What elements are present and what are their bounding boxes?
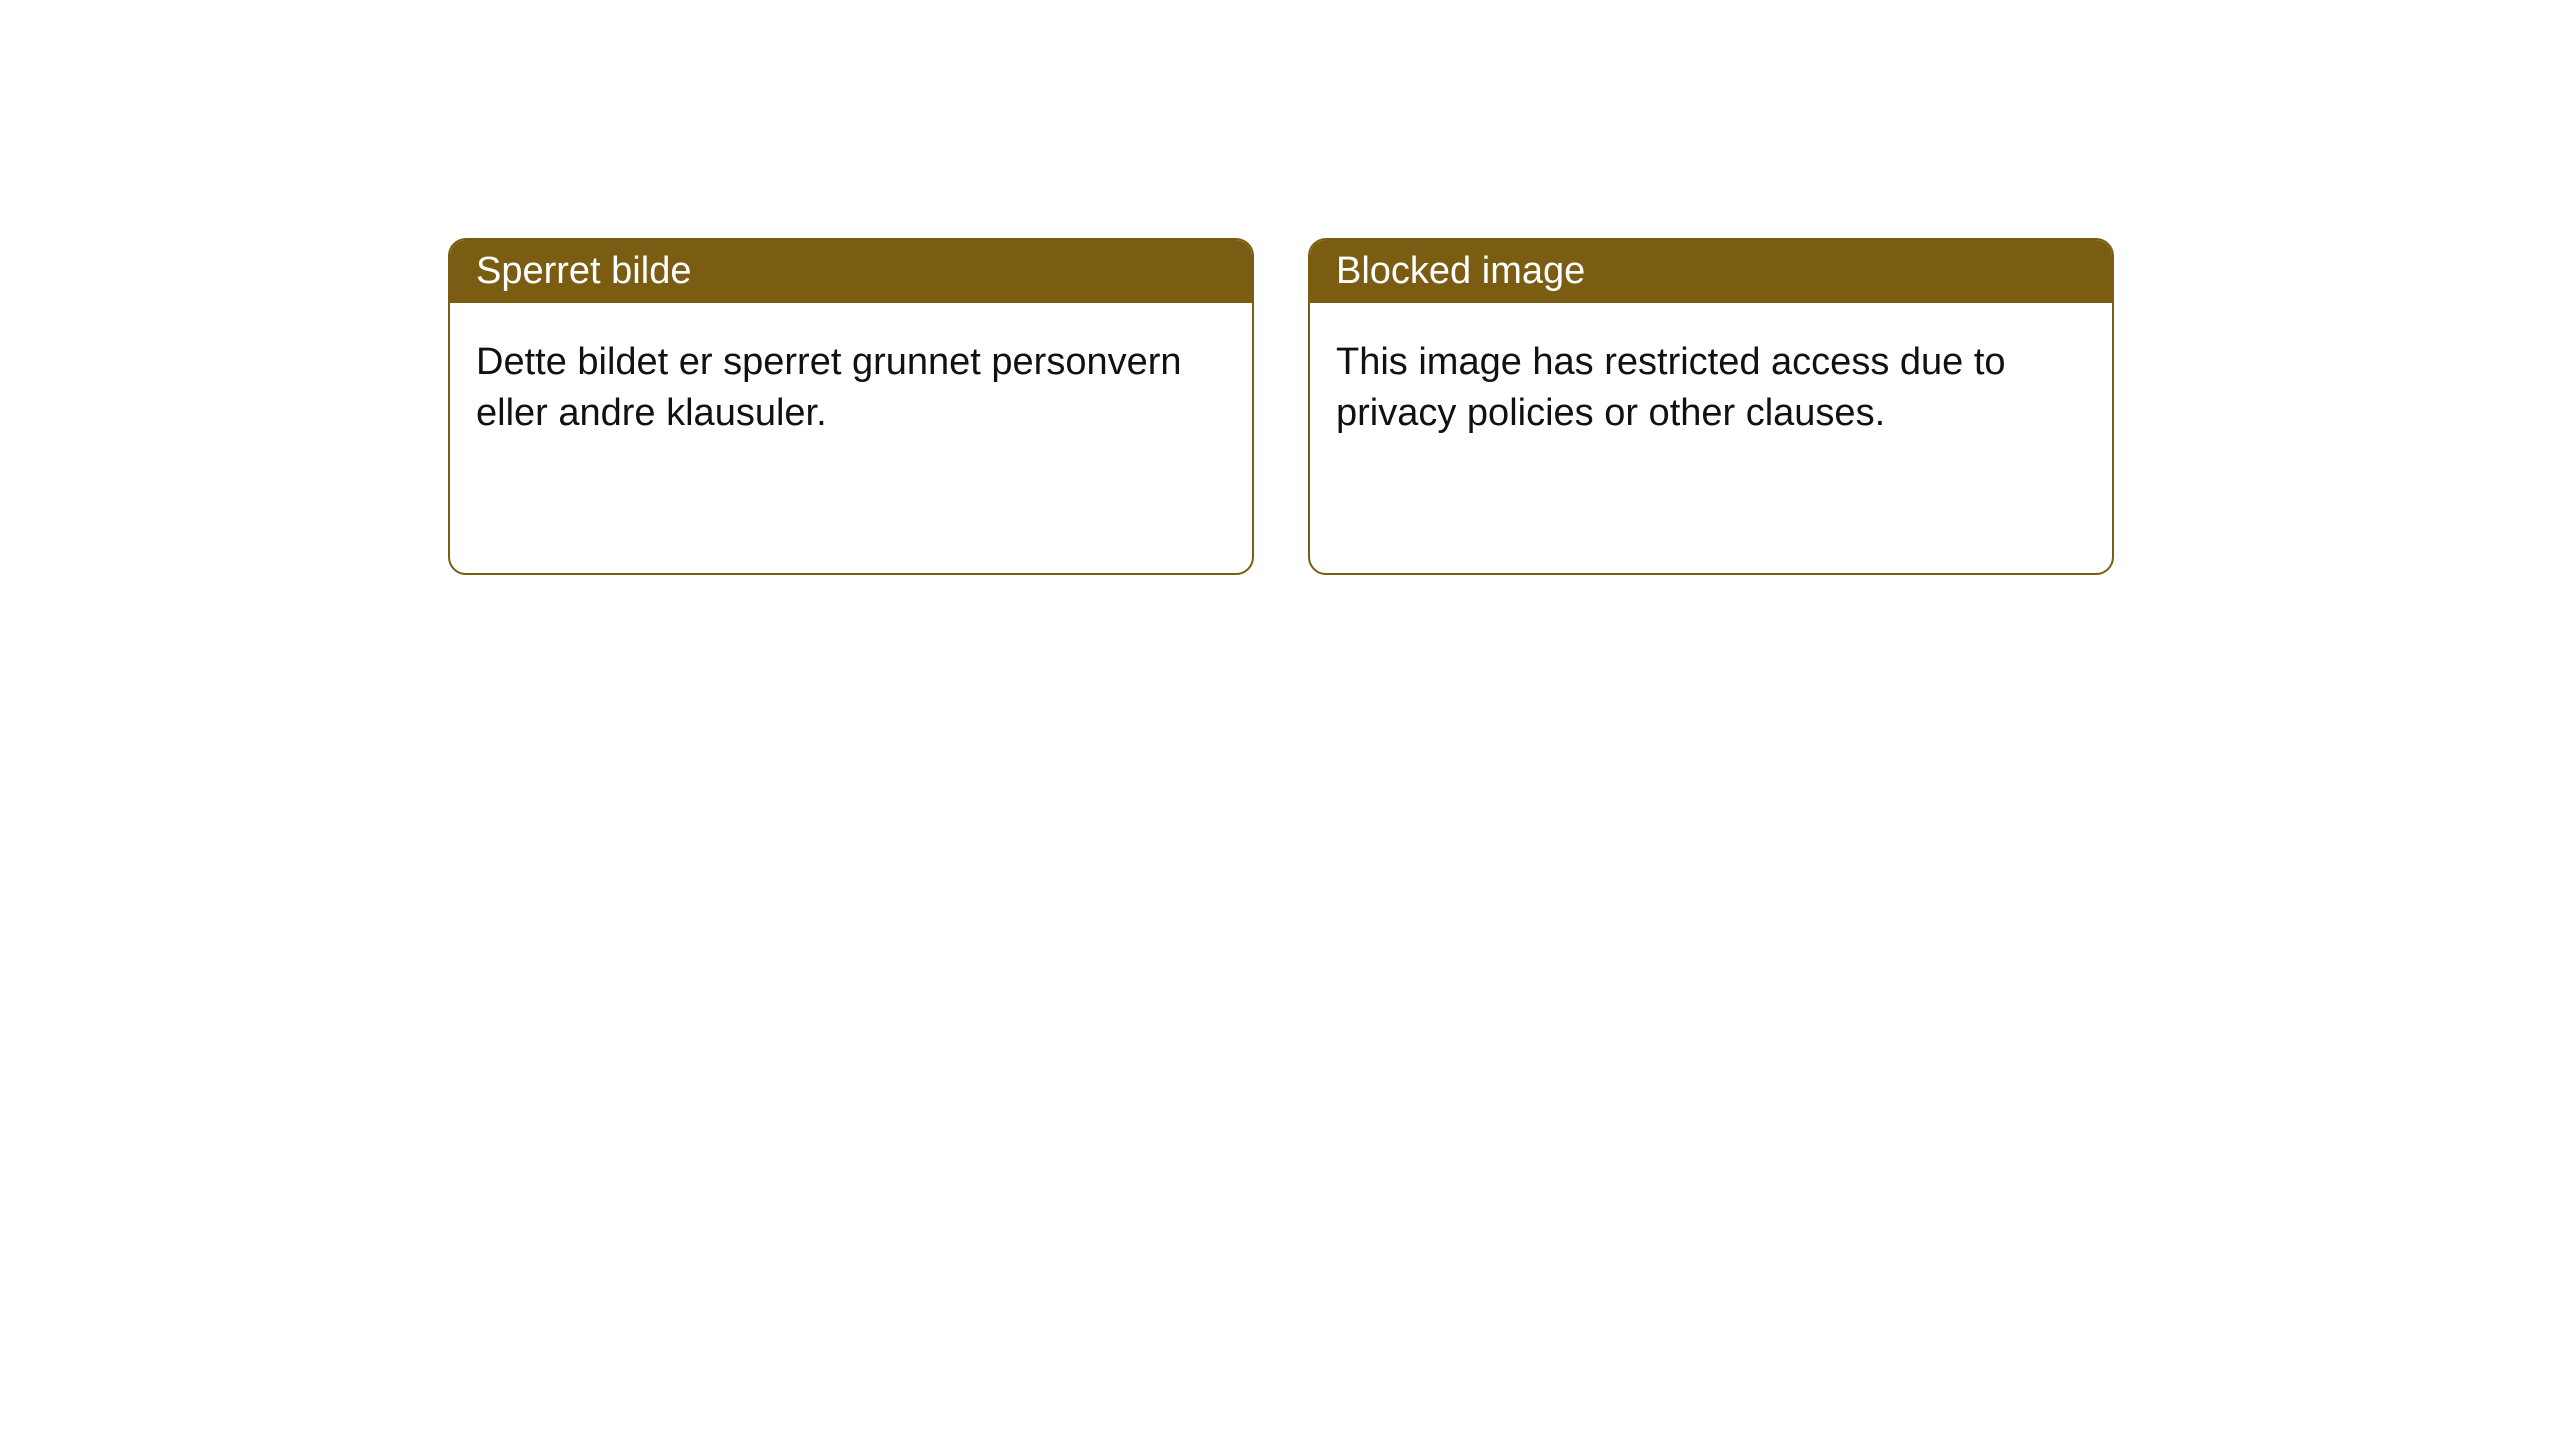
notice-cards-container: Sperret bilde Dette bildet er sperret gr… [0, 0, 2560, 575]
notice-card-body: Dette bildet er sperret grunnet personve… [450, 303, 1252, 573]
notice-card-title: Sperret bilde [450, 240, 1252, 303]
notice-card-title: Blocked image [1310, 240, 2112, 303]
notice-card-english: Blocked image This image has restricted … [1308, 238, 2114, 575]
notice-card-norwegian: Sperret bilde Dette bildet er sperret gr… [448, 238, 1254, 575]
notice-card-body: This image has restricted access due to … [1310, 303, 2112, 573]
